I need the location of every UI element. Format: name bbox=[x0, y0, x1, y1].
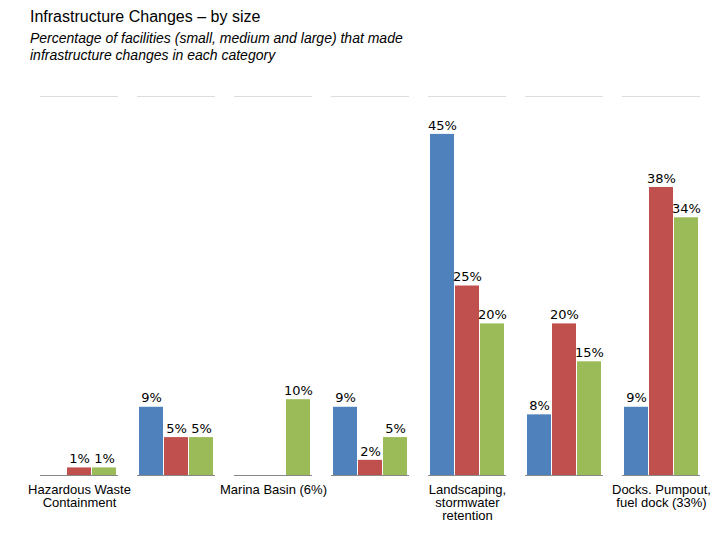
svg-text:20%: 20% bbox=[478, 307, 507, 322]
svg-text:9%: 9% bbox=[141, 390, 162, 405]
svg-text:5%: 5% bbox=[166, 421, 187, 436]
html-text:Small: Small bbox=[199, 180, 234, 196]
svg-text:Hazardous WasteContainment: Hazardous WasteContainment bbox=[28, 482, 131, 510]
html-text:Medium: Medium bbox=[262, 180, 312, 196]
svg-text:1%: 1% bbox=[94, 451, 115, 466]
svg-text:Landscaping,stormwaterretentio: Landscaping,stormwaterretention bbox=[429, 482, 506, 523]
svg-text:9%: 9% bbox=[626, 390, 647, 405]
svg-text:5%: 5% bbox=[191, 421, 212, 436]
svg-text:8%: 8% bbox=[529, 398, 550, 413]
svg-text:38%: 38% bbox=[647, 171, 676, 186]
svg-text:5%: 5% bbox=[385, 421, 406, 436]
svg-text:15%: 15% bbox=[575, 345, 604, 360]
svg-text:20%: 20% bbox=[550, 307, 579, 322]
svg-text:10%: 10% bbox=[284, 383, 313, 398]
svg-text:1%: 1% bbox=[69, 451, 90, 466]
svg-text:45%: 45% bbox=[428, 118, 457, 133]
html-text:Percentage of facilities (smal: Percentage of facilities (small, medium … bbox=[30, 30, 403, 63]
html-text:Infrastructure Changes – by si: Infrastructure Changes – by size bbox=[30, 8, 261, 25]
svg-text:Docks. Pumpout,fuel dock (33%): Docks. Pumpout,fuel dock (33%) bbox=[612, 482, 711, 510]
svg-text:9%: 9% bbox=[335, 390, 356, 405]
svg-text:Marina Basin (6%): Marina Basin (6%) bbox=[220, 482, 327, 497]
svg-text:2%: 2% bbox=[360, 444, 381, 459]
html-text:Large: Large bbox=[339, 180, 376, 196]
svg-text:25%: 25% bbox=[453, 269, 482, 284]
svg-text:34%: 34% bbox=[672, 201, 701, 216]
